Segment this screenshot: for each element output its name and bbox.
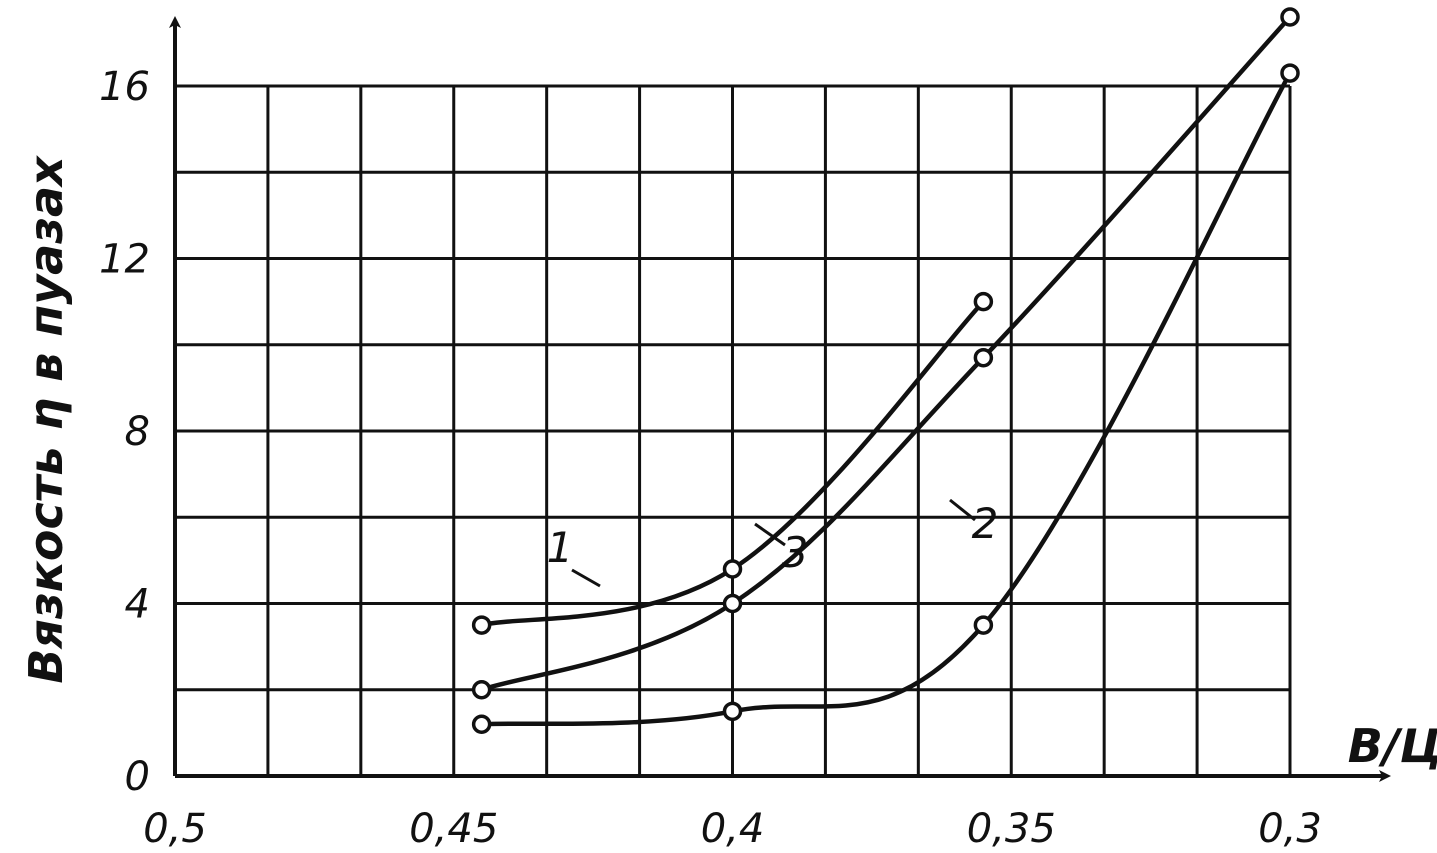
y-tick-label: 4 xyxy=(125,582,150,628)
y-tick-label: 0 xyxy=(125,754,150,800)
data-point-series-1 xyxy=(722,559,743,579)
x-axis-label: В/Ц xyxy=(1348,719,1437,773)
data-point-series-2 xyxy=(973,615,994,635)
data-points xyxy=(471,7,1300,734)
series-label-3: 3 xyxy=(782,528,809,577)
x-tick-label: 0,3 xyxy=(1258,806,1322,852)
data-point-series-3 xyxy=(973,347,994,368)
data-point-series-3 xyxy=(1280,7,1300,27)
data-point-series-3 xyxy=(471,680,492,700)
series-curves xyxy=(479,14,1293,727)
x-tick-label: 0,5 xyxy=(143,806,207,852)
y-tick-label: 8 xyxy=(125,409,150,455)
data-point-series-1 xyxy=(471,615,492,635)
y-tick-label: 16 xyxy=(99,64,150,110)
series-label-leader-1 xyxy=(571,568,601,588)
grid xyxy=(175,84,1292,776)
series-label-leader-3 xyxy=(754,522,786,547)
series-labels: 1 2 3 xyxy=(547,498,999,588)
series-label-2: 2 xyxy=(972,499,999,548)
data-point-series-2 xyxy=(722,701,743,722)
y-tick-label: 12 xyxy=(99,237,150,283)
x-tick-label: 0,35 xyxy=(967,806,1056,852)
series-label-1: 1 xyxy=(547,523,574,572)
data-point-series-1 xyxy=(973,291,994,312)
data-point-series-2 xyxy=(1280,63,1300,83)
data-point-series-2 xyxy=(471,714,492,734)
y-axis-label: Вязкость η в пуазах xyxy=(19,155,73,684)
axes xyxy=(169,16,1391,782)
x-tick-label: 0,45 xyxy=(409,806,498,852)
series-line-2 xyxy=(479,70,1293,727)
data-point-series-3 xyxy=(722,593,743,614)
series-label-leader-2 xyxy=(949,498,976,522)
x-tick-label: 0,4 xyxy=(701,806,765,852)
series-line-3 xyxy=(479,14,1293,692)
